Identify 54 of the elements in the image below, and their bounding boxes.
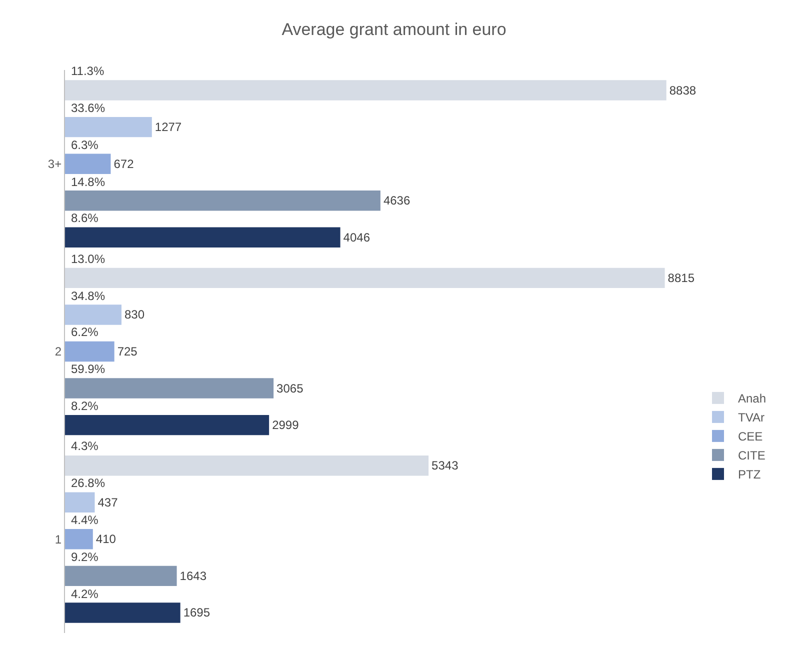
bar <box>65 492 95 512</box>
chart-title: Average grant amount in euro <box>282 20 506 40</box>
bar <box>65 190 380 211</box>
annotation: 33.6% <box>71 101 106 115</box>
bar <box>65 80 666 100</box>
bar <box>65 455 429 476</box>
annotation: 8.2% <box>71 399 99 413</box>
y-tick-label: 2 <box>54 344 62 359</box>
bar <box>65 116 152 138</box>
data-label: 437 <box>98 495 118 510</box>
data-label: 672 <box>114 156 134 171</box>
data-label: 8838 <box>669 83 696 98</box>
data-label: 5343 <box>432 458 459 473</box>
legend-label: PTZ <box>738 468 761 482</box>
bar <box>65 378 274 398</box>
data-label: 1277 <box>154 120 182 134</box>
annotation: 14.8% <box>71 175 106 189</box>
data-label: 8815 <box>668 270 695 285</box>
annotation: 4.2% <box>71 587 99 601</box>
bar <box>65 154 111 174</box>
bar <box>65 529 93 550</box>
data-label: 2999 <box>272 418 300 432</box>
data-label: 4046 <box>343 230 370 244</box>
data-label: 3065 <box>276 381 304 396</box>
annotation: 59.9% <box>71 362 106 376</box>
bar <box>65 227 340 248</box>
annotation: 6.3% <box>71 138 99 152</box>
data-label: 1695 <box>183 606 210 620</box>
data-label: 830 <box>124 308 145 322</box>
data-label: 4636 <box>383 194 410 208</box>
bar <box>65 566 177 586</box>
y-tick-label: 3+ <box>48 157 62 172</box>
annotation: 11.3% <box>71 64 104 78</box>
annotation: 4.4% <box>71 513 99 527</box>
annotation: 26.8% <box>71 476 106 490</box>
annotation: 4.3% <box>71 439 99 453</box>
legend-label: CITE <box>738 448 766 463</box>
legend-label: Anah <box>738 392 766 406</box>
bar <box>65 341 114 362</box>
bar <box>65 304 122 325</box>
y-tick-label: 1 <box>54 532 62 546</box>
annotation: 9.2% <box>71 550 99 564</box>
data-label: 1643 <box>180 568 207 583</box>
annotation: 13.0% <box>71 252 106 266</box>
annotation: 8.6% <box>71 211 99 225</box>
annotation: 6.2% <box>71 325 99 339</box>
bar <box>65 414 270 436</box>
data-label: 725 <box>117 344 138 358</box>
legend-label: CEE <box>738 430 763 444</box>
bar <box>65 602 180 623</box>
legend-label: TVAr <box>738 410 764 425</box>
bar <box>65 268 665 288</box>
annotation: 34.8% <box>71 289 106 303</box>
data-label: 410 <box>96 532 116 546</box>
